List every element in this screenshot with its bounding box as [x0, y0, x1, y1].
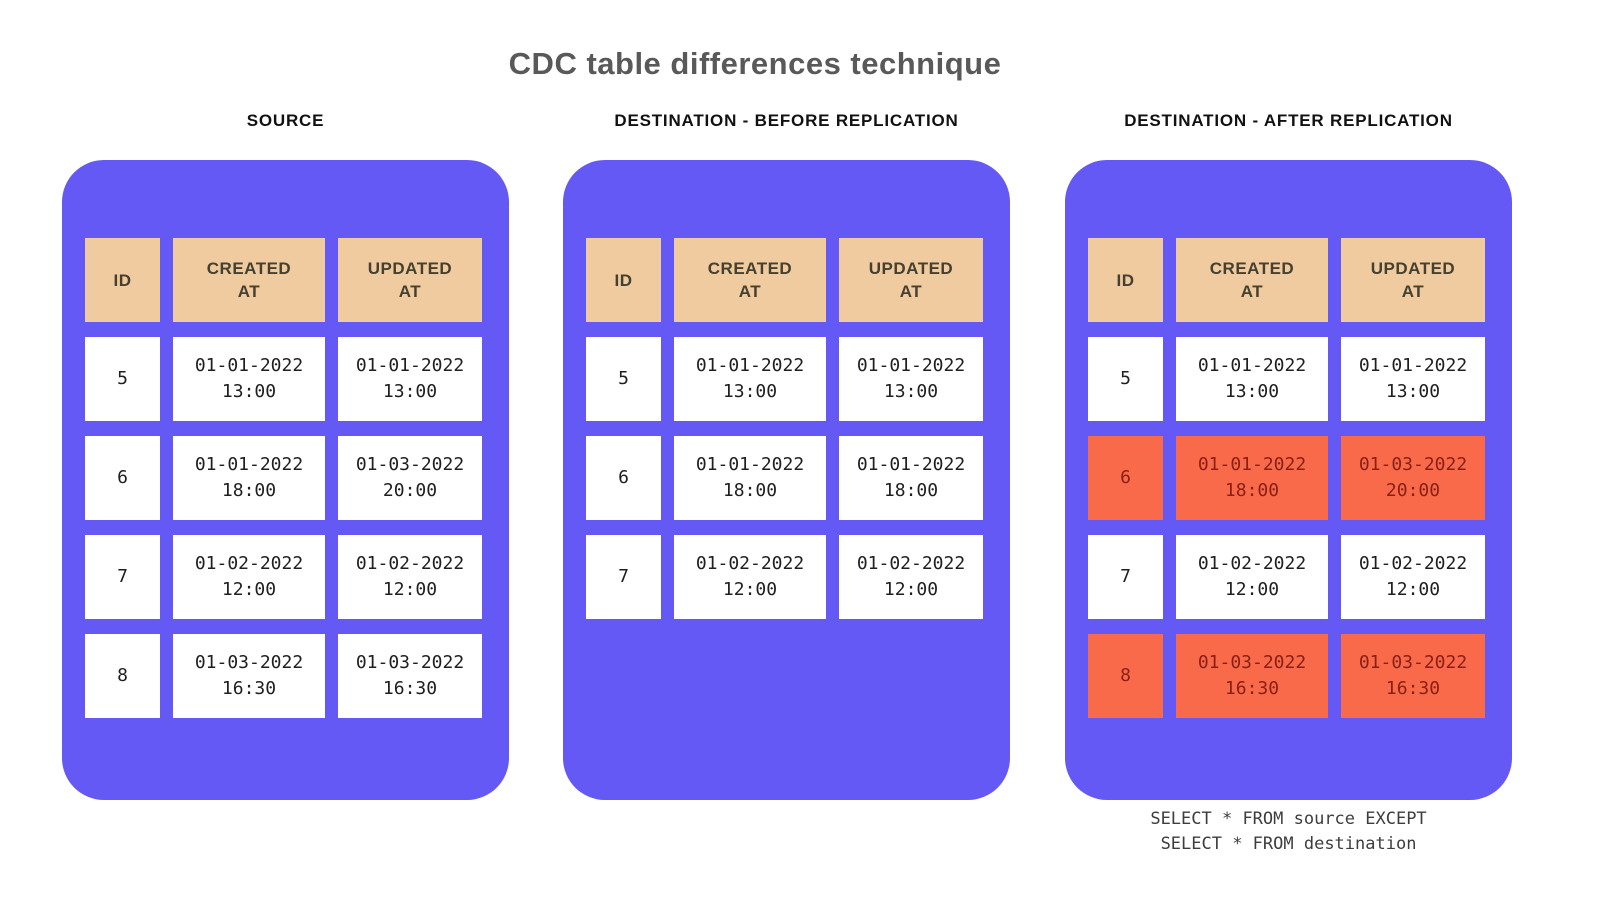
- sql-note-line-2: SELECT * FROM destination: [1160, 834, 1417, 854]
- cell-created-at: 01-01-2022 18:00: [173, 436, 325, 520]
- cell-id: 5: [586, 337, 661, 421]
- column-header-created-at: CREATED AT: [674, 238, 826, 322]
- table-source: ID CREATED AT UPDATED AT 5 01-01-2022 13…: [85, 238, 482, 718]
- table-destination-after: ID CREATED AT UPDATED AT 5 01-01-2022 13…: [1088, 238, 1485, 718]
- cell-id: 7: [85, 535, 160, 619]
- column-header-label: CREATED AT: [206, 259, 292, 301]
- cell-updated-at: 01-02-2022 12:00: [839, 535, 983, 619]
- cell-updated-at: 01-01-2022 13:00: [1341, 337, 1485, 421]
- page-title: CDC table differences technique: [508, 46, 1002, 81]
- panel-source: ID CREATED AT UPDATED AT 5 01-01-2022 13…: [62, 160, 509, 800]
- sql-note-line-1: SELECT * FROM source EXCEPT: [1150, 809, 1427, 829]
- column-header-updated-at: UPDATED AT: [338, 238, 482, 322]
- cell-created-at-changed: 01-01-2022 18:00: [1176, 436, 1328, 520]
- column-header-id: ID: [85, 238, 160, 322]
- cell-created-at: 01-02-2022 12:00: [1176, 535, 1328, 619]
- column-header-updated-at: UPDATED AT: [839, 238, 983, 322]
- cell-id: 6: [586, 436, 661, 520]
- cell-updated-at: 01-02-2022 12:00: [1341, 535, 1485, 619]
- sql-note: SELECT * FROM source EXCEPT SELECT * FRO…: [1065, 807, 1512, 857]
- panel-caption-destination-before: DESTINATION - BEFORE REPLICATION: [614, 111, 959, 130]
- column-header-created-at: CREATED AT: [1176, 238, 1328, 322]
- column-header-id: ID: [586, 238, 661, 322]
- cell-created-at: 01-03-2022 16:30: [173, 634, 325, 718]
- cell-updated-at: 01-01-2022 18:00: [839, 436, 983, 520]
- cell-created-at: 01-01-2022 13:00: [674, 337, 826, 421]
- column-header-label: CREATED AT: [707, 259, 793, 301]
- table-destination-before: ID CREATED AT UPDATED AT 5 01-01-2022 13…: [586, 238, 983, 619]
- cell-id: 7: [1088, 535, 1163, 619]
- cell-created-at: 01-01-2022 18:00: [674, 436, 826, 520]
- cell-id: 5: [85, 337, 160, 421]
- cell-updated-at: 01-02-2022 12:00: [338, 535, 482, 619]
- cell-created-at: 01-01-2022 13:00: [1176, 337, 1328, 421]
- panel-caption-source: SOURCE: [246, 111, 325, 130]
- cell-id-changed: 6: [1088, 436, 1163, 520]
- cell-updated-at-changed: 01-03-2022 16:30: [1341, 634, 1485, 718]
- cell-created-at: 01-02-2022 12:00: [173, 535, 325, 619]
- cell-id: 6: [85, 436, 160, 520]
- column-header-label: UPDATED AT: [367, 259, 453, 301]
- column-header-label: ID: [1116, 270, 1135, 290]
- cell-id: 5: [1088, 337, 1163, 421]
- cell-created-at: 01-01-2022 13:00: [173, 337, 325, 421]
- column-header-created-at: CREATED AT: [173, 238, 325, 322]
- cell-updated-at: 01-03-2022 20:00: [338, 436, 482, 520]
- cell-id: 8: [85, 634, 160, 718]
- column-header-label: ID: [614, 270, 633, 290]
- column-header-label: CREATED AT: [1209, 259, 1295, 301]
- cell-updated-at: 01-01-2022 13:00: [338, 337, 482, 421]
- cell-updated-at-changed: 01-03-2022 20:00: [1341, 436, 1485, 520]
- cell-id-changed: 8: [1088, 634, 1163, 718]
- panel-caption-destination-after: DESTINATION - AFTER REPLICATION: [1124, 111, 1453, 130]
- cell-updated-at: 01-01-2022 13:00: [839, 337, 983, 421]
- column-header-label: ID: [113, 270, 132, 290]
- cell-created-at: 01-02-2022 12:00: [674, 535, 826, 619]
- column-header-id: ID: [1088, 238, 1163, 322]
- cell-created-at-changed: 01-03-2022 16:30: [1176, 634, 1328, 718]
- cell-id: 7: [586, 535, 661, 619]
- column-header-updated-at: UPDATED AT: [1341, 238, 1485, 322]
- column-header-label: UPDATED AT: [868, 259, 954, 301]
- panel-destination-before: ID CREATED AT UPDATED AT 5 01-01-2022 13…: [563, 160, 1010, 800]
- column-header-label: UPDATED AT: [1370, 259, 1456, 301]
- cell-updated-at: 01-03-2022 16:30: [338, 634, 482, 718]
- panel-destination-after: ID CREATED AT UPDATED AT 5 01-01-2022 13…: [1065, 160, 1512, 800]
